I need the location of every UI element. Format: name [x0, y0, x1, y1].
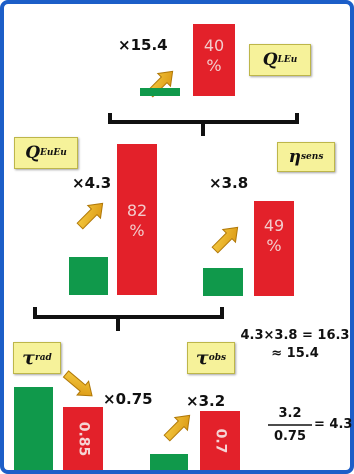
bar-green-tau-rad: [14, 387, 53, 470]
bar-red-tau-rad-value: 0.85: [74, 421, 91, 456]
bar-red-tau-obs-value: 0.7: [212, 428, 228, 453]
bar-green-right: [203, 268, 243, 296]
badge-q-l-eu: Q L Eu: [249, 44, 311, 76]
top-bracket: [108, 113, 299, 136]
bar-red-right: 49 %: [254, 201, 294, 296]
bar-red-top: 40 %: [193, 24, 235, 96]
badge-q-l-eu-main: Q: [262, 50, 278, 70]
badge-tau-rad-main: τ: [22, 347, 35, 369]
badge-eta-sens-sub: sens: [300, 152, 324, 162]
multiplier-tau-rad: ×0.75: [103, 390, 153, 408]
badge-q-eu-eu: Q Eu Eu: [14, 137, 78, 169]
multiplier-top: ×15.4: [118, 36, 168, 54]
multiplier-right: ×3.8: [209, 174, 249, 192]
ratio-result: = 4.3: [314, 417, 353, 432]
product-equation-line2: ≈ 15.4: [271, 346, 319, 361]
bar-green-top: [140, 88, 180, 96]
arrow-up-right-icon: [163, 414, 191, 442]
arrow-up-right-icon: [211, 226, 239, 254]
arrow-down-right-icon: [62, 370, 93, 397]
ratio-numerator: 3.2: [278, 406, 302, 421]
bar-red-tau-rad: 0.85: [63, 407, 103, 470]
bar-green-tau-obs: [150, 454, 188, 470]
badge-q-eu-eu-sub: Eu: [53, 148, 67, 158]
badge-eta-sens: η sens: [277, 142, 335, 172]
badge-tau-obs-main: τ: [195, 347, 209, 369]
bar-red-left: 82 %: [117, 144, 157, 295]
bar-red-left-value: 82 %: [126, 201, 148, 240]
badge-tau-obs: τ obs: [187, 342, 235, 374]
multiplier-left: ×4.3: [72, 174, 112, 192]
bar-green-left: [69, 257, 108, 295]
product-equation-line1: 4.3×3.8 = 16.3: [240, 328, 350, 343]
ratio-denominator: 0.75: [273, 429, 307, 444]
badge-q-eu-eu-sup: Eu: [40, 148, 54, 158]
badge-tau-obs-sub: obs: [208, 353, 227, 363]
bar-red-top-value: 40 %: [203, 36, 225, 75]
badge-tau-rad-sub: rad: [34, 353, 52, 363]
arrow-up-right-icon: [76, 202, 104, 230]
badge-eta-sens-main: η: [288, 147, 301, 167]
multiplier-tau-obs: ×3.2: [186, 392, 226, 410]
badge-tau-rad: τ rad: [13, 342, 61, 374]
badge-q-eu-eu-main: Q: [25, 143, 40, 163]
badge-q-l-eu-sup: L: [277, 55, 284, 65]
bottom-bracket: [33, 307, 224, 331]
badge-q-l-eu-sub: Eu: [283, 55, 298, 65]
bar-red-right-value: 49 %: [263, 216, 285, 255]
bar-red-tau-obs: 0.7: [200, 411, 240, 470]
